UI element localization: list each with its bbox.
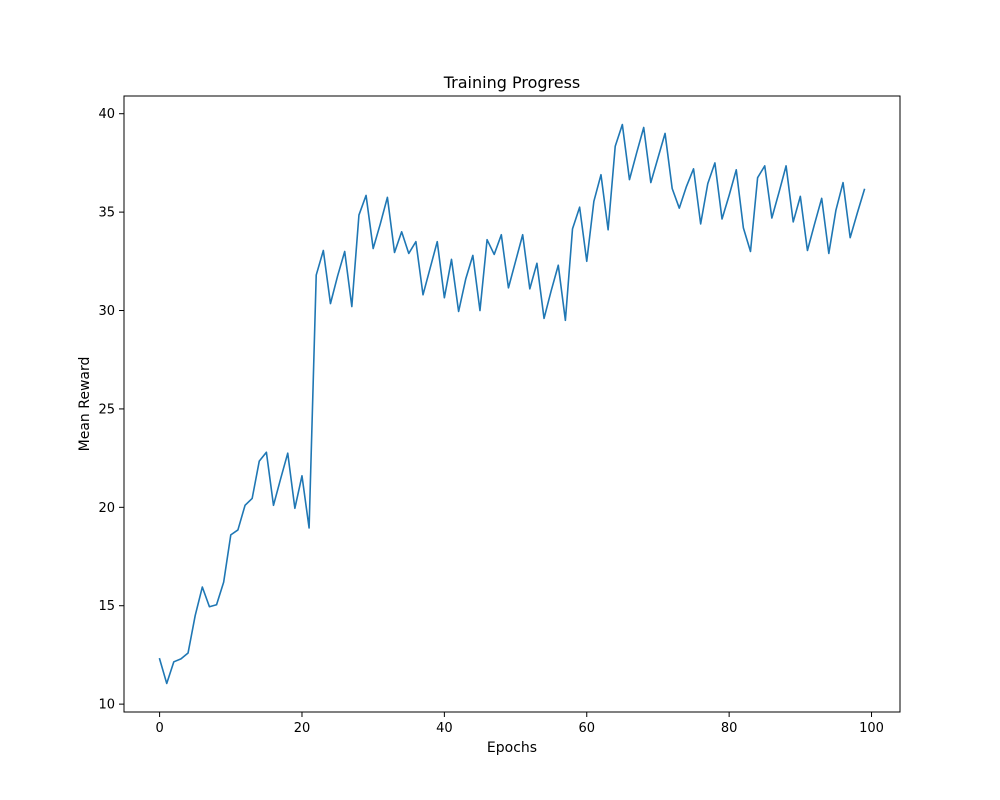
y-axis: 10 15 20 25 30 35 40 (98, 107, 124, 713)
y-tick-label: 10 (98, 698, 115, 713)
x-tick-label: 20 (294, 721, 311, 736)
y-tick-label: 15 (98, 599, 115, 614)
x-axis: 0 20 40 60 80 100 (155, 712, 884, 736)
series-line (158, 123, 866, 685)
series-layer (158, 123, 866, 685)
chart-title: Training Progress (443, 73, 581, 92)
y-tick-label: 35 (98, 206, 115, 221)
x-tick-label: 100 (859, 721, 884, 736)
y-tick-label: 25 (98, 402, 115, 417)
x-tick-label: 60 (578, 721, 595, 736)
y-axis-title: Mean Reward (77, 357, 93, 452)
x-tick-label: 40 (436, 721, 453, 736)
x-axis-title: Epochs (487, 740, 537, 756)
plot-frame (123, 95, 901, 713)
y-tick-label: 40 (98, 107, 115, 122)
x-tick-label: 0 (155, 721, 163, 736)
y-tick-label: 20 (98, 501, 115, 516)
x-tick-label: 80 (721, 721, 738, 736)
y-tick-label: 30 (98, 304, 115, 319)
